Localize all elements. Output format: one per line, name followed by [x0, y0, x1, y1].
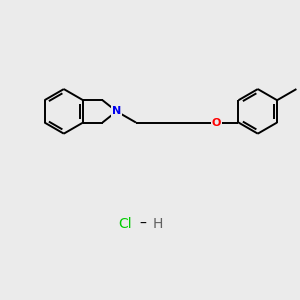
Text: –: –: [139, 217, 146, 231]
Text: O: O: [212, 118, 221, 128]
Text: H: H: [152, 217, 163, 231]
Text: N: N: [112, 106, 121, 116]
Text: Cl: Cl: [118, 217, 131, 231]
